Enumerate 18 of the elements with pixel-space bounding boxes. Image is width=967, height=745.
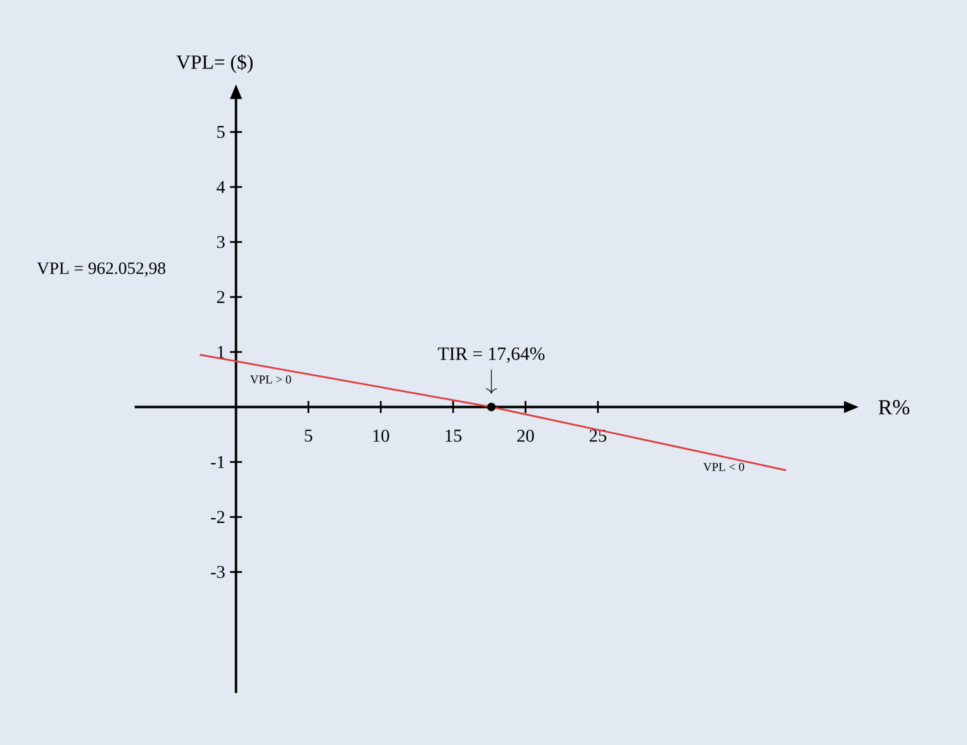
annotation: VPL = 962.052,98 xyxy=(36,262,166,277)
y-tick-label: -2 xyxy=(210,511,224,523)
y-tick-label: 4 xyxy=(216,181,226,193)
annotation: TIR = 17,64% xyxy=(438,347,544,363)
y-tick-label: 3 xyxy=(217,236,225,248)
x-tick-label: 10 xyxy=(373,430,390,442)
y-tick-label: 2 xyxy=(217,291,224,303)
x-tick-label: 15 xyxy=(446,430,462,442)
annotation: VPL > 0 xyxy=(250,375,291,384)
y-axis-title: VPL= ($) xyxy=(176,54,253,73)
annotation: VPL < 0 xyxy=(703,462,744,472)
y-tick-label: -3 xyxy=(210,566,225,578)
y-tick-label: -1 xyxy=(210,456,224,468)
y-tick-label: 1 xyxy=(218,346,224,358)
y-tick-label: 5 xyxy=(217,126,225,138)
x-tick-label: 5 xyxy=(304,430,312,442)
x-tick-label: 20 xyxy=(517,430,534,442)
x-axis-title: R% xyxy=(878,400,910,414)
